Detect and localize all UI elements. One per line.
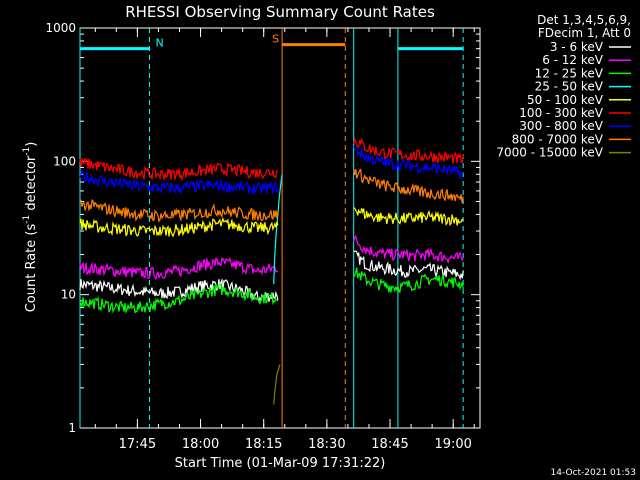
legend-label: 3 - 6 keV — [550, 40, 604, 54]
series-line-7000-15000keV — [273, 364, 281, 405]
timestamp: 14-Oct-2021 01:53 — [551, 468, 636, 478]
series-line-800-7000keV — [353, 168, 464, 204]
legend-label: 300 - 800 keV — [519, 119, 603, 133]
series-line-50-100keV — [353, 207, 464, 227]
y-tick-label: 1 — [68, 421, 76, 435]
series-line-12-25keV — [79, 283, 279, 314]
legend-header-1: Det 1,3,4,5,6,9, — [537, 13, 631, 27]
series-line-100-300keV — [353, 136, 464, 164]
series-line-3-6keV — [353, 250, 464, 281]
y-label-sup1: -1 — [22, 215, 32, 224]
series-line-50-100keV — [79, 217, 279, 238]
series-line-6-12keV — [79, 256, 279, 281]
y-axis-label: Count Rate (s-1 detector-1) — [22, 142, 39, 313]
series-line-6-12keV — [353, 234, 464, 265]
y-tick-label: 1000 — [45, 21, 76, 35]
legend-label: 6 - 12 keV — [542, 53, 604, 67]
y-label-part1: Count Rate (s — [24, 224, 39, 313]
series-line-3-6keV — [79, 277, 279, 304]
series-line-12-25keV — [353, 267, 464, 294]
state-bar-label: N — [155, 37, 163, 50]
series-line-100-300keV — [79, 157, 279, 181]
series-line-800-7000keV — [79, 198, 279, 223]
y-label-part3: ) — [24, 142, 39, 147]
y-tick-label: 10 — [61, 288, 76, 302]
legend-label: 50 - 100 keV — [527, 93, 604, 107]
legend-label: 12 - 25 keV — [535, 66, 604, 80]
x-tick-label: 18:15 — [245, 437, 282, 452]
chart-title: RHESSI Observing Summary Count Rates — [125, 3, 435, 21]
legend-header-2: FDecim 1, Att 0 — [538, 26, 631, 40]
x-axis-label: Start Time (01-Mar-09 17:31:22) — [175, 456, 386, 471]
x-tick-label: 18:00 — [182, 437, 219, 452]
x-tick-label: 19:00 — [434, 437, 471, 452]
legend-label: 25 - 50 keV — [535, 80, 604, 94]
legend-label: 7000 - 15000 keV — [496, 146, 603, 160]
y-label-part2: detector — [24, 155, 39, 215]
x-tick-label: 18:30 — [308, 437, 345, 452]
plot-area: 1 10 100 1000 17:45 18:00 18:15 18:30 18:45 19:00… — [45, 21, 481, 452]
series-line-300-800keV — [79, 168, 279, 195]
legend-label: 100 - 300 keV — [519, 106, 603, 120]
y-label-sup2: -1 — [22, 147, 32, 156]
y-tick-label: 100 — [53, 154, 76, 168]
legend: Det 1,3,4,5,6,9, FDecim 1, Att 0 3 - 6 k… — [496, 13, 631, 160]
state-bar-label: S — [272, 33, 279, 46]
series-line-300-800keV — [353, 145, 464, 180]
x-tick-label: 18:45 — [371, 437, 408, 452]
x-tick-label: 17:45 — [119, 437, 156, 452]
legend-label: 800 - 7000 keV — [512, 132, 604, 146]
